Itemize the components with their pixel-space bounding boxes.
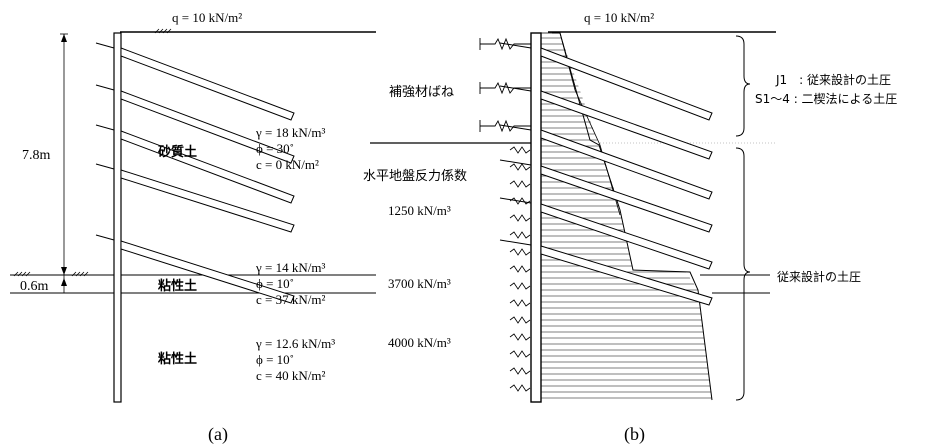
layer1-gamma: γ = 18 kN/m³	[255, 125, 325, 140]
pressure-envelope-s	[552, 32, 713, 401]
surcharge-label: q = 10 kN/m²	[172, 10, 242, 25]
caption-a: (a)	[208, 424, 228, 445]
retaining-wall	[113, 32, 122, 403]
ground-hatch	[13, 28, 172, 277]
retaining-wall-b	[530, 32, 542, 403]
legend-j1: J1 : 従来設計の土圧	[775, 72, 891, 87]
layer3-gamma: γ = 12.6 kN/m³	[255, 336, 335, 351]
layer1-phi: ϕ = 30˚	[256, 141, 294, 156]
layer3-name: 粘性土	[157, 351, 197, 367]
legend-s: S1～4 : 二楔法による土圧	[755, 92, 897, 106]
layer1-name: 砂質土	[157, 144, 197, 160]
k-value-2: 3700 kN/m³	[388, 276, 451, 291]
k-value-3: 4000 kN/m³	[388, 335, 451, 350]
layer3-c: c = 40 kN/m²	[256, 368, 325, 383]
surcharge-label-b: q = 10 kN/m²	[584, 10, 654, 25]
panel-b: q = 10 kN/m² 補強材ばね 水平地盤反力係数 1250 kN/m³ 3…	[333, 10, 897, 445]
height-lower-label: 0.6m	[20, 279, 49, 294]
spring-label: 補強材ばね	[389, 85, 454, 100]
reinforcement-anchors	[95, 42, 295, 304]
subgrade-label: 水平地盤反力係数	[363, 169, 467, 184]
pressure-envelope-j1	[541, 32, 621, 216]
layer2-gamma: γ = 14 kN/m³	[255, 260, 325, 275]
layer3-phi: ϕ = 10˚	[256, 352, 294, 367]
k-value-1: 1250 kN/m³	[388, 203, 451, 218]
brace-upper	[735, 35, 751, 137]
dimension-lines	[60, 33, 68, 294]
ground-springs	[509, 146, 531, 392]
layer1-c: c = 0 kN/m²	[256, 157, 319, 172]
layer2-name: 粘性土	[157, 278, 197, 294]
reinforcement-anchors-b	[499, 42, 713, 306]
brace-lower	[735, 147, 751, 401]
height-upper-label: 7.8m	[22, 148, 51, 163]
layer2-phi: ϕ = 10˚	[256, 276, 294, 291]
panel-a: 7.8m 0.6m q = 10 kN/m² 砂質土 γ = 18 kN/m³ …	[10, 10, 376, 445]
layer2-c: c = 37 kN/m²	[256, 292, 325, 307]
conventional-label: 従来設計の土圧	[777, 269, 861, 284]
caption-b: (b)	[624, 424, 645, 445]
reinforcement-springs	[479, 37, 531, 133]
dim-arrow	[61, 267, 67, 275]
dim-arrow	[61, 278, 67, 286]
dim-arrow	[61, 34, 67, 42]
